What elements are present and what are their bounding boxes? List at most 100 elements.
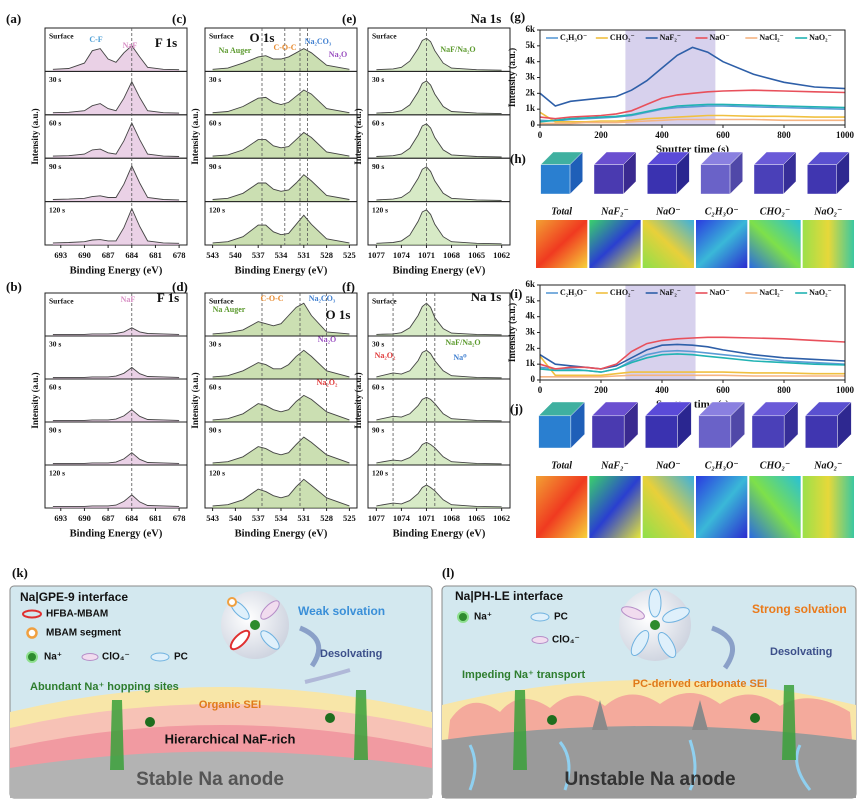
cube-side [623, 151, 637, 195]
x-tick-label: 1000 [836, 385, 855, 395]
legend-icon [22, 609, 42, 619]
pc [630, 630, 650, 656]
y-tick-label: 0 [531, 374, 536, 384]
image-label: NaF₂⁻ [600, 206, 629, 217]
spectrum-area [376, 303, 502, 336]
plot-frame [539, 29, 846, 126]
spectrum-line [52, 121, 180, 157]
peak-annotation: Na₂O₂ [317, 378, 338, 387]
x-tick-label: 537 [252, 250, 266, 260]
peak-annotation: NaF [123, 41, 138, 50]
cube-side [783, 151, 797, 195]
spectrum-area [212, 48, 350, 72]
legend-label: NaO⁻ [710, 33, 730, 42]
legend-icon [530, 612, 550, 622]
anode-label: Stable Na anode [136, 769, 284, 790]
legend-label: NaF₂⁻ [660, 288, 681, 297]
spectrum-area [376, 442, 502, 465]
spectrum-area [376, 123, 502, 159]
spectrum-line [212, 349, 350, 378]
x-tick-label: 1071 [418, 250, 435, 260]
y-axis-title: Intensity (a.u.) [30, 372, 40, 428]
row-label: 60 s [372, 383, 384, 392]
legend-label: NaCl₂⁻ [759, 33, 783, 42]
spectrum-line [212, 174, 350, 200]
peak-annotation: Na₂O₂ [375, 351, 396, 360]
legend-icon [150, 652, 170, 662]
spectrum-area [52, 45, 180, 72]
panel-label: (e) [342, 11, 356, 26]
x-tick-label: 681 [149, 250, 162, 260]
cube-side [836, 151, 850, 195]
panel-label: (g) [510, 9, 525, 24]
spectrum-area [52, 166, 180, 202]
panel-label: (l) [442, 565, 454, 580]
row-label: 30 s [372, 75, 384, 84]
arrow [298, 625, 322, 668]
image-label: NaO⁻ [655, 460, 681, 471]
x-tick-label: 800 [777, 385, 791, 395]
row-label: 120 s [49, 469, 65, 478]
cube-front [751, 415, 785, 449]
row-label: 120 s [372, 205, 388, 214]
image-label: Total [551, 460, 572, 471]
x-tick-label: 800 [777, 130, 791, 140]
row-label: 120 s [209, 469, 225, 478]
x-tick-label: 1074 [393, 513, 411, 523]
channel [782, 685, 796, 760]
spectrum-line [376, 166, 502, 201]
row-label: Surface [372, 32, 397, 41]
plot-frame [539, 284, 846, 381]
cube-side [624, 401, 639, 449]
spectrum-line [212, 131, 350, 157]
peak-annotation: NaF/Na₂O [445, 338, 480, 347]
legend-label: PC [174, 652, 188, 663]
heatmap [802, 476, 854, 538]
spectrum-line [212, 436, 350, 464]
row-label: 60 s [209, 119, 221, 128]
na-ion [250, 620, 260, 630]
panel-title: Na 1s [471, 11, 502, 26]
spectrum-area [376, 166, 502, 202]
cube-front [805, 415, 838, 449]
row-label: 30 s [209, 340, 221, 349]
x-tick-label: 200 [594, 130, 608, 140]
y-tick-label: 2k [525, 342, 535, 352]
x-tick-label: 540 [229, 250, 242, 260]
x-tick-label: 1065 [468, 513, 485, 523]
cube-front [591, 415, 625, 449]
schematic-title: Na|GPE-9 interface [20, 590, 128, 604]
schematic-k: (k) Na|GPE-9 interface HFBA-MBAM MBAM se… [9, 565, 433, 799]
x-tick-label: 528 [320, 513, 333, 523]
y-axis-title: Intensity (a.u.) [190, 372, 200, 428]
panel-label: (a) [6, 11, 21, 26]
series-line [539, 46, 846, 107]
pc [648, 588, 662, 618]
spectrum-area [52, 81, 180, 115]
spectrum-area [376, 38, 502, 72]
row-frame [44, 70, 188, 116]
row-label: 60 s [209, 383, 221, 392]
na-ion [325, 713, 335, 723]
schematic-l: (l) Na|PH-LE interface Na⁺ PC ClO₄⁻ Stro… [441, 565, 857, 799]
heatmap [589, 220, 641, 268]
legend-label: C₂H₃O⁻ [560, 288, 587, 297]
legend-label: ClO₄⁻ [102, 652, 130, 663]
x-tick-label: 200 [594, 385, 608, 395]
peak-annotation: Na₂CO₃ [305, 37, 332, 46]
legend-label: MBAM segment [46, 628, 122, 639]
y-tick-label: 4k [525, 56, 535, 66]
row-label: 60 s [372, 119, 384, 128]
image-label: NaF₂⁻ [600, 460, 629, 471]
spectrum-area [52, 208, 180, 245]
image-label: C₂H₃O⁻ [705, 460, 739, 471]
spectrum-line [376, 441, 502, 465]
row-frame [44, 157, 188, 203]
cube-side [784, 401, 799, 449]
row-label: 30 s [209, 75, 221, 84]
peak-annotation: Na Auger [219, 46, 252, 55]
image-label: CHO₂⁻ [760, 460, 790, 471]
legend-label: NaO₂⁻ [809, 288, 832, 297]
x-tick-label: 1000 [836, 130, 855, 140]
row-label: 120 s [209, 205, 225, 214]
